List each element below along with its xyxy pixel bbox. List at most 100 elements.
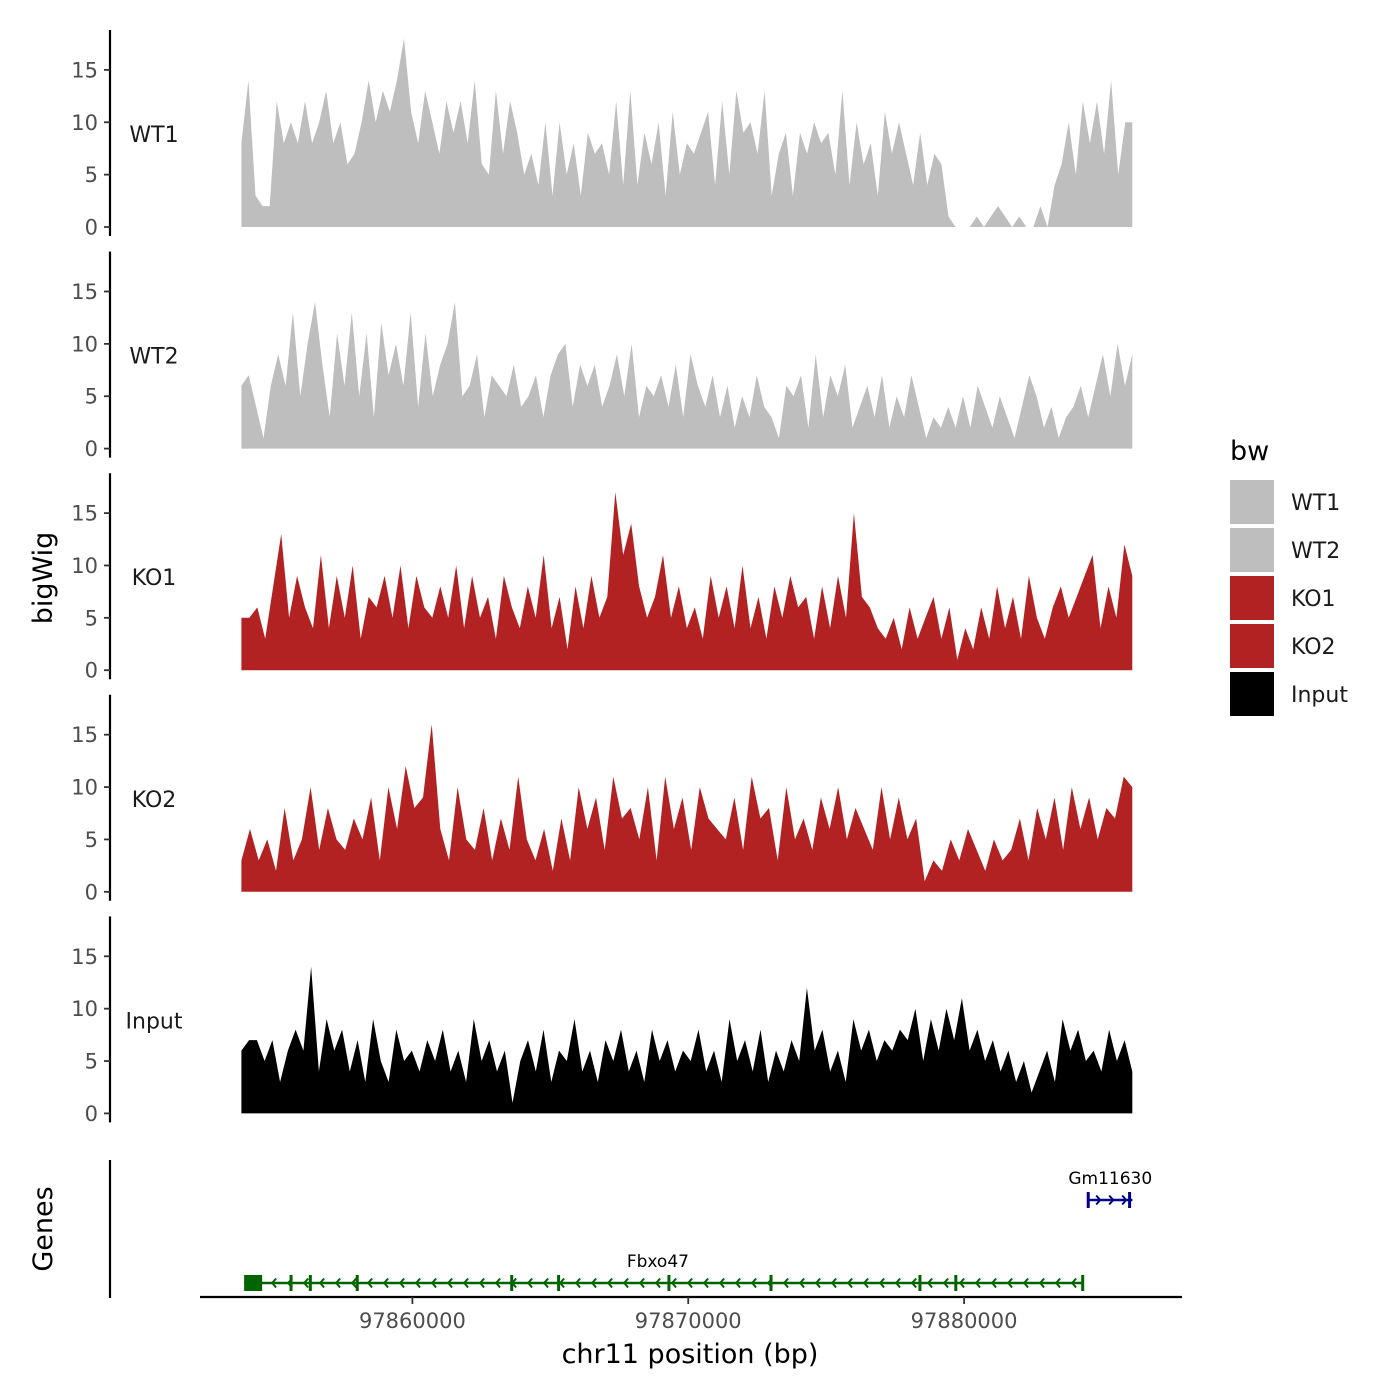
legend: bw WT1 WT2 KO1 KO2 Input (1230, 436, 1348, 716)
strand-chevron (878, 1277, 885, 1289)
coverage-area (241, 492, 1133, 671)
y-tick-label: 10 (71, 554, 98, 578)
legend-label: Input (1291, 683, 1348, 708)
strand-chevron (1054, 1277, 1061, 1289)
y-tick-label: 10 (71, 111, 98, 135)
strand-chevron (1121, 1194, 1128, 1206)
y-tick-label: 5 (85, 163, 98, 187)
legend-item-ko1: KO1 (1230, 576, 1336, 620)
strand-chevron (942, 1277, 949, 1289)
x-tick-label: 97880000 (911, 1309, 1018, 1333)
legend-item-wt1: WT1 (1230, 480, 1340, 524)
legend-label: WT1 (1291, 491, 1340, 516)
legend-swatch (1230, 672, 1274, 716)
gene-fbxo47: Fbxo47 (244, 1252, 1085, 1291)
y-tick-label: 10 (71, 997, 98, 1021)
legend-label: KO2 (1291, 635, 1336, 660)
exon-block (244, 1275, 263, 1291)
y-tick-label: 15 (71, 280, 98, 304)
strand-chevron (750, 1277, 757, 1289)
strand-chevron (334, 1277, 341, 1289)
strand-chevron (1108, 1194, 1115, 1206)
strand-chevron (638, 1277, 645, 1289)
track-label: WT2 (129, 345, 178, 370)
strand-chevron (974, 1277, 981, 1289)
strand-chevron (894, 1277, 901, 1289)
strand-chevron (542, 1277, 549, 1289)
exon-block (355, 1275, 359, 1291)
strand-chevron (1006, 1277, 1013, 1289)
strand-chevron (350, 1277, 357, 1289)
legend-label: KO1 (1291, 587, 1336, 612)
coverage-area (241, 966, 1133, 1114)
y-tick-label: 0 (85, 659, 98, 683)
strand-chevron (1095, 1194, 1102, 1206)
y-tick-label: 15 (71, 723, 98, 747)
strand-chevron (430, 1277, 437, 1289)
strand-chevron (718, 1277, 725, 1289)
track-input: 0 5 10 15 Input (71, 916, 1133, 1126)
x-axis-title: chr11 position (bp) (562, 1339, 819, 1370)
strand-chevron (318, 1277, 325, 1289)
strand-chevron (590, 1277, 597, 1289)
exon-block (557, 1275, 561, 1291)
y-axis-title: bigWig (28, 532, 59, 625)
strand-chevron (702, 1277, 709, 1289)
strand-chevron (814, 1277, 821, 1289)
y-tick-label: 0 (85, 437, 98, 461)
strand-chevron (606, 1277, 613, 1289)
strand-chevron (478, 1277, 485, 1289)
strand-chevron (958, 1277, 965, 1289)
exon-block (918, 1275, 922, 1291)
y-tick-label: 15 (71, 945, 98, 969)
track-label: KO2 (132, 788, 177, 813)
strand-chevron (382, 1277, 389, 1289)
gene-label: Gm11630 (1068, 1169, 1152, 1189)
tracks-layer: 0 5 10 15 WT1 0 5 10 15 WT2 0 5 10 15 KO1 0 5 10 15 KO2 0 5 10… (71, 30, 1133, 1126)
coverage-area (241, 302, 1133, 449)
y-tick-label: 10 (71, 776, 98, 800)
x-axis: 97860000 97870000 97880000 (200, 1295, 1182, 1333)
genes-panel: Fbxo47 Gm11630 (108, 1160, 1152, 1298)
strand-chevron (622, 1277, 629, 1289)
exon-block (954, 1275, 958, 1291)
strand-chevron (926, 1277, 933, 1289)
track-label: KO1 (132, 566, 177, 591)
coverage-area (241, 38, 1133, 227)
legend-swatch (1230, 528, 1274, 572)
exon-block (308, 1275, 312, 1291)
exon-block (510, 1275, 514, 1291)
gene-gm11630: Gm11630 (1068, 1169, 1152, 1208)
y-tick-label: 15 (71, 502, 98, 526)
exon-block (1128, 1192, 1132, 1208)
y-tick-label: 0 (85, 880, 98, 904)
strand-chevron (830, 1277, 837, 1289)
strand-chevron (558, 1277, 565, 1289)
track-label: Input (126, 1009, 183, 1034)
legend-item-wt2: WT2 (1230, 528, 1340, 572)
x-tick-label: 97860000 (359, 1309, 466, 1333)
x-tick-label: 97870000 (635, 1309, 742, 1333)
strand-chevron (734, 1277, 741, 1289)
track-ko2: 0 5 10 15 KO2 (71, 694, 1133, 904)
exon-block (289, 1275, 293, 1291)
y-tick-label: 5 (85, 1050, 98, 1074)
track-wt2: 0 5 10 15 WT2 (71, 251, 1133, 461)
y-tick-label: 15 (71, 58, 98, 82)
strand-chevron (462, 1277, 469, 1289)
strand-chevron (910, 1277, 917, 1289)
legend-swatch (1230, 624, 1274, 668)
strand-chevron (990, 1277, 997, 1289)
strand-chevron (1038, 1277, 1045, 1289)
legend-title: bw (1230, 436, 1269, 467)
strand-chevron (398, 1277, 405, 1289)
coverage-area (241, 724, 1133, 892)
strand-chevron (670, 1277, 677, 1289)
strand-chevron (862, 1277, 869, 1289)
strand-chevron (494, 1277, 501, 1289)
gene-label: Fbxo47 (627, 1252, 689, 1272)
legend-item-ko2: KO2 (1230, 624, 1336, 668)
strand-chevron (574, 1277, 581, 1289)
legend-label: WT2 (1291, 539, 1340, 564)
